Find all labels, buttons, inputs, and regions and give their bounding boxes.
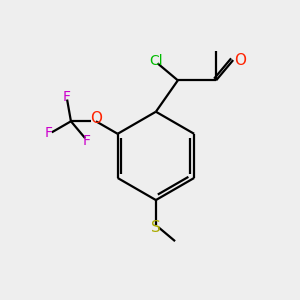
Text: F: F	[45, 126, 53, 140]
Text: Cl: Cl	[149, 54, 163, 68]
Text: S: S	[151, 220, 161, 235]
Text: O: O	[90, 111, 102, 126]
Text: F: F	[82, 134, 91, 148]
Text: O: O	[234, 52, 246, 68]
Text: F: F	[63, 90, 71, 104]
